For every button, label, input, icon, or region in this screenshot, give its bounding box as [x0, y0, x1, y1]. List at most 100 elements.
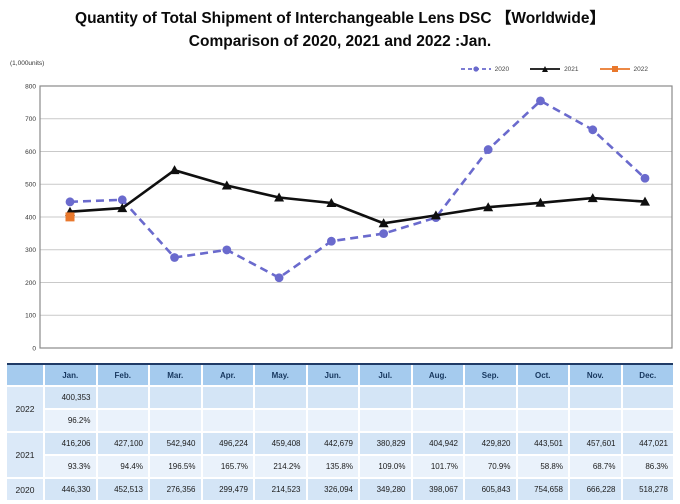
- value-cell: 276,356: [150, 479, 201, 500]
- percent-cell: 93.3%: [45, 456, 96, 477]
- percent-cell: [255, 410, 306, 431]
- legend-swatch-2020: [460, 66, 491, 72]
- title-line-1: Quantity of Total Shipment of Interchang…: [75, 10, 605, 27]
- data-point-2021: [535, 197, 546, 207]
- data-point-2020: [326, 236, 336, 246]
- value-cell: 666,228: [570, 479, 621, 500]
- percent-cell: 58.8%: [517, 456, 568, 477]
- data-point-2021: [587, 193, 598, 203]
- corner-cell: [7, 365, 43, 385]
- value-cell: 446,330: [45, 479, 96, 500]
- data-point-2020: [222, 245, 232, 255]
- percent-cell: 165.7%: [202, 456, 253, 477]
- page-title: Quantity of Total Shipment of Interchang…: [0, 7, 680, 53]
- data-point-2022: [65, 212, 75, 222]
- month-header-cell: Dec.: [622, 365, 673, 385]
- percent-cell: [622, 410, 673, 431]
- data-point-2021: [326, 198, 337, 208]
- value-cell: 518,278: [622, 479, 673, 500]
- percent-cell: 94.4%: [97, 456, 148, 477]
- data-point-2021: [169, 165, 180, 175]
- y-tick-label: 100: [25, 313, 36, 320]
- percent-cell: [465, 410, 516, 431]
- month-header-cell: Sep.: [465, 365, 516, 385]
- value-cell: [622, 387, 673, 408]
- y-tick-label: 0: [32, 345, 36, 352]
- line-chart: 0 100 200 300 400 500 600 700 800: [25, 83, 673, 352]
- data-point-2020: [117, 195, 127, 205]
- y-tick-label: 400: [25, 214, 36, 221]
- y-tick-label: 600: [25, 149, 36, 156]
- data-point-2020: [274, 273, 284, 283]
- value-cell: 416,206: [45, 433, 96, 454]
- data-point-2021: [274, 192, 285, 202]
- percent-cell: 135.8%: [307, 456, 358, 477]
- value-cell: [307, 387, 358, 408]
- plot-border: [39, 85, 673, 349]
- percent-cell: 68.7%: [570, 456, 621, 477]
- value-cell: [97, 387, 148, 408]
- series-line-2020: [69, 99, 646, 280]
- month-header-cell: Feb.: [97, 365, 148, 385]
- value-cell: 443,501: [517, 433, 568, 454]
- percent-cell: [360, 410, 411, 431]
- data-point-2021: [221, 180, 232, 190]
- value-cell: [150, 387, 201, 408]
- month-header-cell: Mar.: [150, 365, 201, 385]
- percent-cell: 214.2%: [255, 456, 306, 477]
- month-header-cell: Apr.: [202, 365, 253, 385]
- value-cell: 442,679: [307, 433, 358, 454]
- value-cell: 404,942: [412, 433, 463, 454]
- year-cell: 2021: [7, 433, 43, 477]
- y-tick-label: 300: [25, 247, 36, 254]
- data-point-2020: [65, 197, 75, 207]
- y-tick-label: 800: [25, 83, 36, 90]
- percent-cell: 101.7%: [412, 456, 463, 477]
- percent-cell: [150, 410, 201, 431]
- legend-label: 2021: [564, 65, 579, 73]
- percent-cell: 70.9%: [465, 456, 516, 477]
- data-point-2020: [640, 173, 650, 183]
- value-cell: 754,658: [517, 479, 568, 500]
- data-point-2020: [536, 96, 545, 106]
- value-cell: 214,523: [255, 479, 306, 500]
- value-cell: 326,094: [307, 479, 358, 500]
- month-header-cell: Aug.: [412, 365, 463, 385]
- value-cell: 429,820: [465, 433, 516, 454]
- data-point-2020: [170, 253, 179, 262]
- data-point-2021: [430, 210, 441, 220]
- value-cell: 452,513: [97, 479, 148, 500]
- legend-item-2020: 2020: [460, 64, 509, 74]
- legend-label: 2020: [494, 65, 510, 73]
- value-cell: [360, 387, 411, 408]
- year-cell: 2020: [7, 479, 43, 500]
- month-header-cell: Oct.: [517, 365, 568, 385]
- value-cell: [570, 387, 621, 408]
- value-cell: 398,067: [412, 479, 463, 500]
- value-cell: 542,940: [150, 433, 201, 454]
- legend-item-2021: 2021: [529, 64, 579, 74]
- title-line-2: Comparison of 2020, 2021 and 2022 :Jan.: [188, 33, 492, 50]
- value-cell: [255, 387, 306, 408]
- data-point-2021: [378, 218, 389, 228]
- percent-cell: [412, 410, 463, 431]
- percent-cell: 86.3%: [622, 456, 673, 477]
- month-header-cell: Jan.: [45, 365, 96, 385]
- percent-cell: [97, 410, 148, 431]
- value-cell: 605,843: [465, 479, 516, 500]
- data-point-2020: [483, 145, 493, 154]
- legend-label: 2022: [633, 65, 648, 73]
- value-cell: 427,100: [97, 433, 148, 454]
- value-cell: 457,601: [570, 433, 621, 454]
- series-line-2021: [69, 168, 646, 225]
- year-cell: 2022: [7, 387, 43, 431]
- month-header-cell: Nov.: [570, 365, 621, 385]
- monthly-shipment-table: Jan. Feb. Mar. Apr. May. Jun. Jul. Aug. Sep. Oct.…: [7, 363, 673, 500]
- data-point-2021: [117, 203, 128, 213]
- value-cell: 447,021: [622, 433, 673, 454]
- percent-cell: 96.2%: [45, 410, 96, 431]
- value-cell: 349,280: [360, 479, 411, 500]
- data-point-2020: [588, 125, 598, 135]
- value-cell: 380,829: [360, 433, 411, 454]
